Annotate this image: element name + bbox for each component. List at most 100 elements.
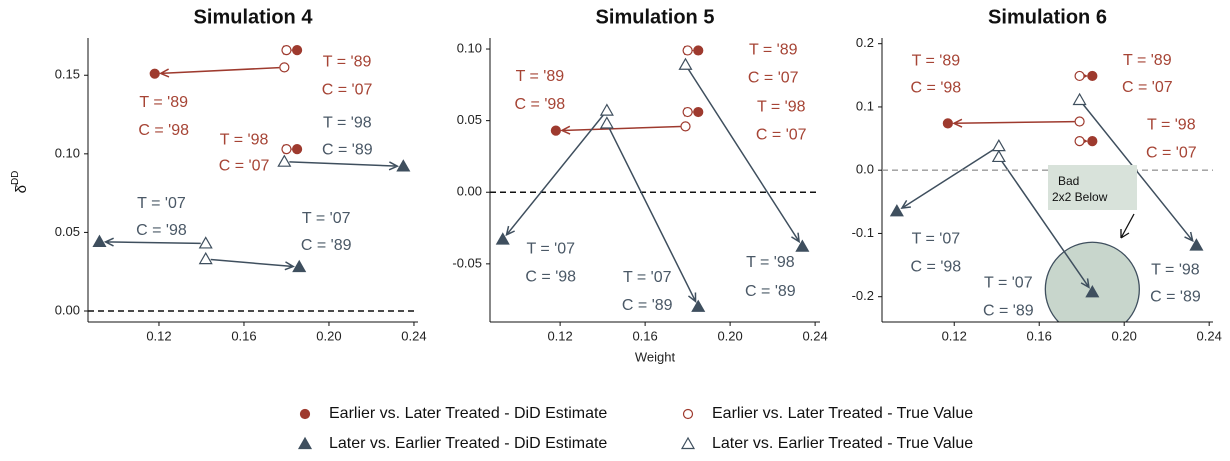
arrow bbox=[608, 127, 697, 303]
point-label: C = '98 bbox=[515, 96, 566, 113]
point-label: C = '07 bbox=[756, 126, 807, 143]
plot-area bbox=[889, 70, 1204, 322]
annotation-arrow bbox=[1120, 213, 1135, 239]
legend-label: Later vs. Earlier Treated - True Value bbox=[712, 435, 973, 452]
point bbox=[1074, 136, 1085, 147]
legend-symbol bbox=[299, 408, 311, 420]
point-label: C = '89 bbox=[745, 283, 796, 300]
point bbox=[1087, 136, 1098, 147]
x-tick-label: 0.16 bbox=[632, 328, 657, 343]
legend-label: Earlier vs. Later Treated - True Value bbox=[712, 405, 973, 422]
legend-symbol bbox=[682, 408, 694, 420]
arrow bbox=[560, 125, 681, 135]
annotation-text: 2x2 Below bbox=[1052, 190, 1108, 204]
point-label: T = '98 bbox=[1151, 262, 1200, 279]
point bbox=[1087, 70, 1098, 82]
point-label: C = '89 bbox=[622, 297, 673, 314]
point bbox=[1085, 285, 1100, 298]
point bbox=[277, 154, 292, 167]
chart-title: Simulation 6 bbox=[988, 6, 1107, 28]
point bbox=[991, 149, 1006, 163]
point-label: C = '98 bbox=[911, 80, 962, 97]
y-tick-label: -0.1 bbox=[852, 225, 874, 240]
x-tick-label: 0.24 bbox=[401, 328, 426, 343]
point-label: T = '98 bbox=[220, 131, 269, 148]
point bbox=[292, 259, 307, 273]
point bbox=[991, 138, 1006, 152]
y-tick-label: 0.05 bbox=[457, 112, 482, 127]
point bbox=[281, 45, 292, 56]
point bbox=[1189, 238, 1204, 251]
point-label: C = '07 bbox=[219, 157, 270, 174]
y-tick-label: 0.0 bbox=[856, 162, 874, 177]
y-tick-label: 0.05 bbox=[55, 224, 80, 239]
y-tick-label: 0.2 bbox=[856, 35, 874, 50]
y-tick-label: -0.2 bbox=[852, 288, 874, 303]
point-label: T = '07 bbox=[302, 210, 351, 227]
x-tick-label: 0.20 bbox=[316, 328, 341, 343]
point-label: T = '89 bbox=[323, 53, 372, 70]
point bbox=[599, 103, 614, 116]
point bbox=[149, 68, 160, 79]
arrow bbox=[900, 148, 996, 210]
x-tick-label: 0.12 bbox=[942, 328, 967, 343]
point-label: C = '89 bbox=[1150, 289, 1201, 306]
point bbox=[291, 144, 303, 155]
point-label: C = '98 bbox=[525, 269, 576, 286]
legend-symbol bbox=[680, 436, 696, 450]
arrow bbox=[687, 68, 801, 244]
point-label: T = '89 bbox=[1123, 52, 1172, 69]
point bbox=[693, 45, 704, 56]
x-tick-label: 0.20 bbox=[1112, 328, 1137, 343]
arrow bbox=[505, 114, 605, 237]
x-tick-label: 0.16 bbox=[1027, 328, 1052, 343]
point bbox=[1074, 70, 1085, 82]
point-label: C = '89 bbox=[301, 237, 352, 254]
x-tick-label: 0.24 bbox=[802, 328, 827, 343]
point bbox=[693, 106, 704, 118]
point bbox=[942, 118, 953, 129]
point bbox=[279, 62, 290, 73]
arrow bbox=[210, 258, 295, 271]
legend-label: Earlier vs. Later Treated - DiD Estimate bbox=[329, 405, 607, 422]
point-label: T = '98 bbox=[1147, 116, 1196, 133]
x-tick-label: 0.20 bbox=[717, 328, 742, 343]
point bbox=[1072, 92, 1087, 106]
point bbox=[281, 144, 292, 155]
point bbox=[795, 239, 810, 252]
point bbox=[396, 159, 411, 172]
x-tick-label: 0.16 bbox=[231, 328, 256, 343]
arrow bbox=[952, 118, 1075, 128]
x-tick-label: 0.12 bbox=[146, 328, 171, 343]
y-axis-label-symbol: δ̂ bbox=[13, 182, 30, 193]
y-axis-label-superscript: DD bbox=[10, 171, 21, 185]
point-label: T = '98 bbox=[757, 98, 806, 115]
point bbox=[599, 116, 614, 129]
annotation-box bbox=[1048, 165, 1137, 210]
point bbox=[678, 57, 693, 70]
point-label: C = '07 bbox=[1146, 144, 1197, 161]
point bbox=[691, 299, 706, 312]
point bbox=[680, 121, 691, 132]
point bbox=[550, 125, 561, 136]
point-label: T = '07 bbox=[984, 274, 1033, 291]
x-axis-label: Weight bbox=[635, 349, 676, 364]
point-label: T = '89 bbox=[912, 53, 961, 70]
point-label: C = '98 bbox=[911, 259, 962, 276]
point bbox=[291, 45, 303, 56]
point-label: T = '07 bbox=[526, 241, 575, 258]
y-tick-label: 0.10 bbox=[457, 40, 482, 55]
point-label: C = '89 bbox=[983, 302, 1034, 319]
x-tick-label: 0.24 bbox=[1197, 328, 1222, 343]
point bbox=[682, 45, 693, 56]
point-label: C = '98 bbox=[138, 122, 189, 139]
point-label: T = '07 bbox=[137, 195, 186, 212]
arrow bbox=[289, 161, 400, 171]
point-label: T = '98 bbox=[323, 115, 372, 132]
legend-symbol bbox=[297, 436, 313, 450]
y-axis-label: δ̂DD bbox=[10, 171, 30, 194]
chart-title: Simulation 4 bbox=[194, 6, 314, 28]
point-label: C = '07 bbox=[748, 70, 799, 87]
point-label: T = '89 bbox=[749, 42, 798, 59]
